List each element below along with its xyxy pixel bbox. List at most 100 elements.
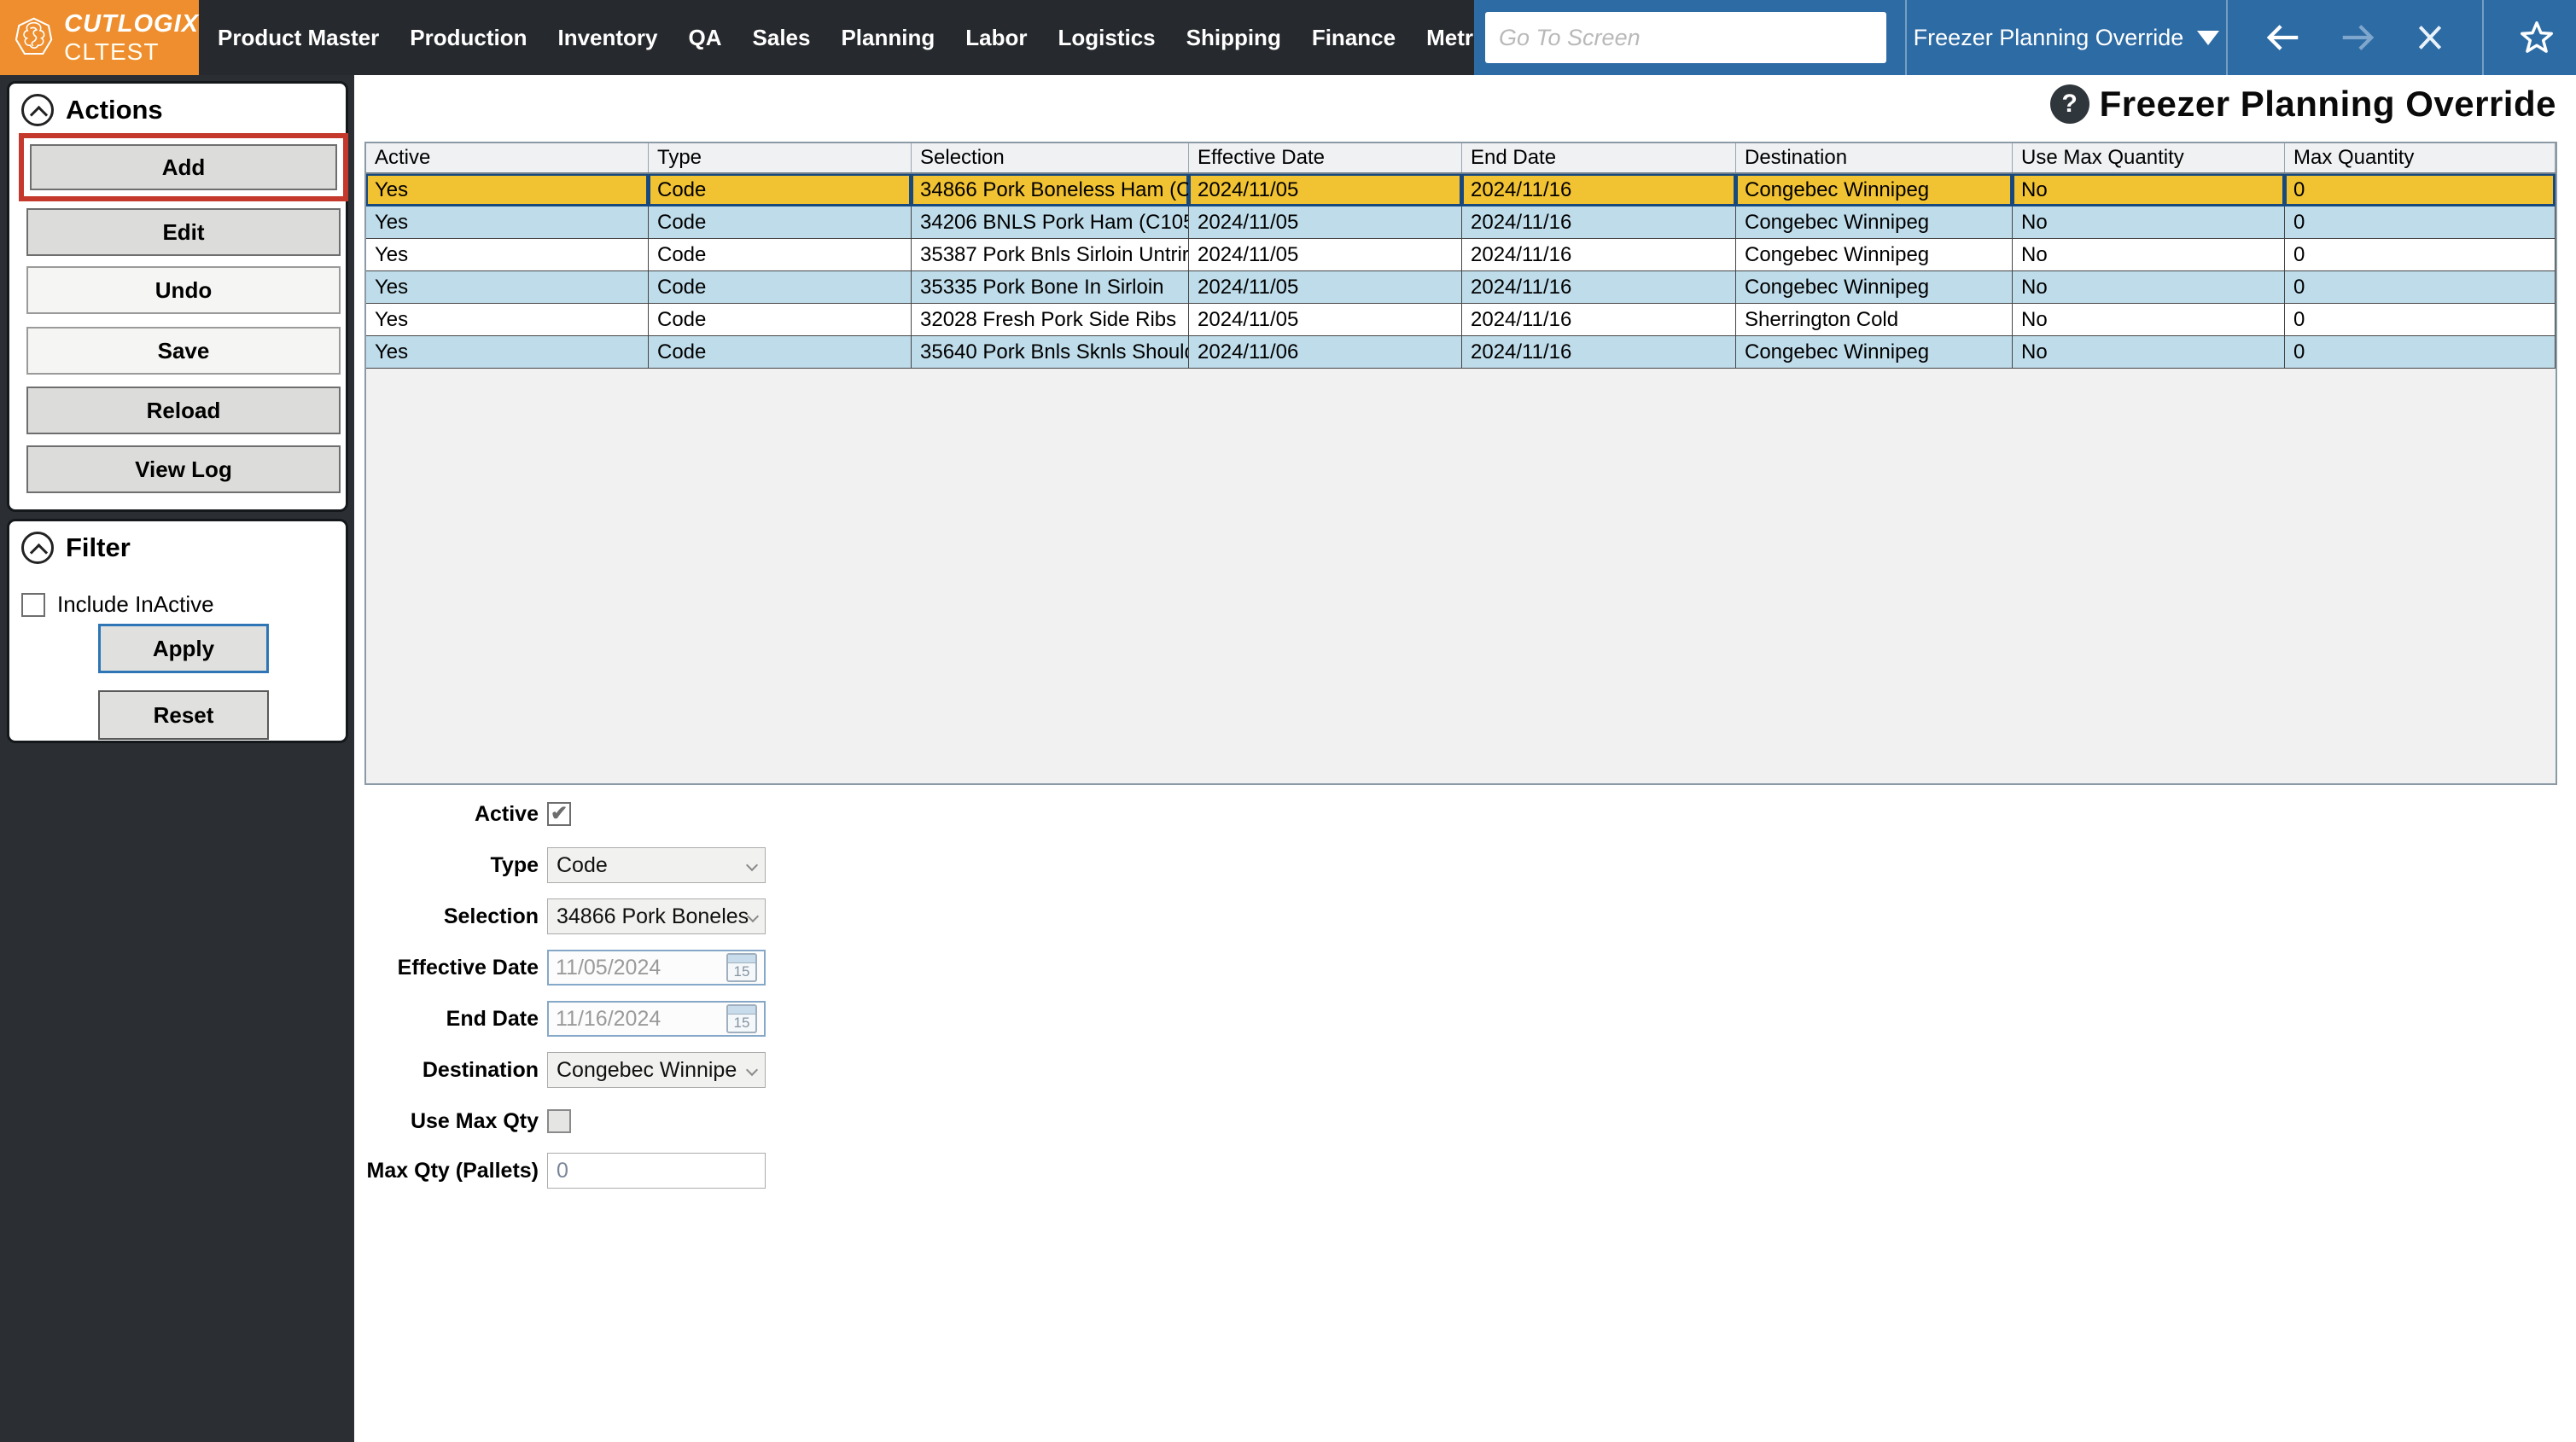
menu-item-finance[interactable]: Finance bbox=[1311, 24, 1396, 50]
grid-cell[interactable]: 2024/11/16 bbox=[1462, 206, 1736, 239]
grid-cell[interactable]: Congebec Winnipeg bbox=[1736, 336, 2013, 369]
active-checkbox[interactable]: ✔ bbox=[547, 802, 571, 826]
col-header-end-date[interactable]: End Date bbox=[1462, 143, 1736, 172]
grid-cell[interactable]: Congebec Winnipeg bbox=[1736, 206, 2013, 239]
save-button[interactable]: Save bbox=[26, 327, 341, 375]
grid-cell[interactable]: 0 bbox=[2285, 174, 2556, 206]
col-header-effective-date[interactable]: Effective Date bbox=[1189, 143, 1462, 172]
grid-cell[interactable]: 2024/11/16 bbox=[1462, 174, 1736, 206]
grid-cell[interactable]: 35335 Pork Bone In Sirloin bbox=[912, 271, 1189, 304]
menu-item-sales[interactable]: Sales bbox=[752, 24, 811, 50]
grid-cell[interactable]: 0 bbox=[2285, 271, 2556, 304]
help-icon[interactable]: ? bbox=[2049, 84, 2089, 124]
back-arrow-icon[interactable] bbox=[2264, 18, 2303, 57]
grid-row[interactable]: Yes Code 34206 BNLS Pork Ham (C105) 2024… bbox=[366, 206, 2556, 239]
grid-cell[interactable]: Code bbox=[649, 206, 912, 239]
col-header-use-max-quantity[interactable]: Use Max Quantity bbox=[2013, 143, 2285, 172]
max-qty-input[interactable]: 0 bbox=[547, 1153, 766, 1189]
menu-item-qa[interactable]: QA bbox=[688, 24, 722, 50]
calendar-icon[interactable]: 15 bbox=[726, 953, 757, 982]
col-header-active[interactable]: Active bbox=[366, 143, 649, 172]
type-dropdown[interactable]: Code bbox=[547, 847, 766, 883]
favorite-star-icon[interactable] bbox=[2517, 18, 2556, 57]
go-to-screen-input[interactable] bbox=[1485, 12, 1886, 63]
grid-row-selected[interactable]: Yes Code 34866 Pork Boneless Ham (C1 202… bbox=[366, 174, 2556, 206]
effective-date-input[interactable]: 11/05/2024 15 bbox=[547, 950, 766, 986]
grid-cell[interactable]: 2024/11/05 bbox=[1189, 304, 1462, 336]
col-header-max-quantity[interactable]: Max Quantity bbox=[2285, 143, 2556, 172]
grid-cell[interactable]: 35640 Pork Bnls Sknls Should bbox=[912, 336, 1189, 369]
grid-row[interactable]: Yes Code 35387 Pork Bnls Sirloin Untrir … bbox=[366, 239, 2556, 271]
end-date-input[interactable]: 11/16/2024 15 bbox=[547, 1001, 766, 1037]
col-header-selection[interactable]: Selection bbox=[912, 143, 1189, 172]
grid-cell[interactable]: Congebec Winnipeg bbox=[1736, 271, 2013, 304]
grid-cell[interactable]: 32028 Fresh Pork Side Ribs bbox=[912, 304, 1189, 336]
grid-cell[interactable]: Yes bbox=[366, 271, 649, 304]
grid-row[interactable]: Yes Code 35640 Pork Bnls Sknls Should 20… bbox=[366, 336, 2556, 369]
col-header-destination[interactable]: Destination bbox=[1736, 143, 2013, 172]
menu-item-logistics[interactable]: Logistics bbox=[1058, 24, 1156, 50]
grid-cell[interactable]: 2024/11/05 bbox=[1189, 239, 1462, 271]
edit-button[interactable]: Edit bbox=[26, 208, 341, 256]
grid-cell[interactable]: Congebec Winnipeg bbox=[1736, 239, 2013, 271]
include-inactive-checkbox[interactable] bbox=[21, 592, 45, 617]
selection-dropdown[interactable]: 34866 Pork Boneles bbox=[547, 898, 766, 934]
grid-cell[interactable]: Yes bbox=[366, 239, 649, 271]
grid-cell[interactable]: 0 bbox=[2285, 206, 2556, 239]
menu-item-shipping[interactable]: Shipping bbox=[1186, 24, 1281, 50]
view-log-button[interactable]: View Log bbox=[26, 445, 341, 493]
grid-cell[interactable]: 2024/11/16 bbox=[1462, 271, 1736, 304]
menu-item-product-master[interactable]: Product Master bbox=[218, 24, 380, 50]
grid-cell[interactable]: 0 bbox=[2285, 239, 2556, 271]
collapse-actions-icon[interactable] bbox=[21, 94, 54, 126]
grid-cell[interactable]: Code bbox=[649, 336, 912, 369]
grid-row[interactable]: Yes Code 35335 Pork Bone In Sirloin 2024… bbox=[366, 271, 2556, 304]
destination-dropdown[interactable]: Congebec Winnipe bbox=[547, 1052, 766, 1088]
grid-cell[interactable]: Code bbox=[649, 271, 912, 304]
grid-cell[interactable]: 34206 BNLS Pork Ham (C105) bbox=[912, 206, 1189, 239]
grid-cell[interactable]: 0 bbox=[2285, 304, 2556, 336]
grid-cell[interactable]: No bbox=[2013, 304, 2285, 336]
menu-item-planning[interactable]: Planning bbox=[841, 24, 935, 50]
undo-button[interactable]: Undo bbox=[26, 266, 341, 314]
grid-cell[interactable]: 2024/11/05 bbox=[1189, 174, 1462, 206]
menu-item-inventory[interactable]: Inventory bbox=[557, 24, 658, 50]
grid-cell[interactable]: 34866 Pork Boneless Ham (C1 bbox=[912, 174, 1189, 206]
grid-cell[interactable]: Code bbox=[649, 239, 912, 271]
close-screen-icon[interactable] bbox=[2413, 20, 2447, 55]
screen-selector[interactable]: Freezer Planning Override bbox=[1905, 0, 2226, 75]
grid-cell[interactable]: 2024/11/05 bbox=[1189, 206, 1462, 239]
grid-cell[interactable]: Yes bbox=[366, 304, 649, 336]
grid-cell[interactable]: Yes bbox=[366, 206, 649, 239]
forward-arrow-icon[interactable] bbox=[2338, 18, 2377, 57]
grid-cell[interactable]: Yes bbox=[366, 174, 649, 206]
use-max-qty-checkbox[interactable] bbox=[547, 1109, 571, 1133]
grid-cell[interactable]: 2024/11/16 bbox=[1462, 239, 1736, 271]
grid-cell[interactable]: 2024/11/16 bbox=[1462, 336, 1736, 369]
collapse-filter-icon[interactable] bbox=[21, 532, 54, 564]
apply-button[interactable]: Apply bbox=[98, 624, 269, 673]
calendar-icon[interactable]: 15 bbox=[726, 1004, 757, 1033]
grid-cell[interactable]: 2024/11/16 bbox=[1462, 304, 1736, 336]
menu-item-labor[interactable]: Labor bbox=[965, 24, 1028, 50]
grid-cell[interactable]: No bbox=[2013, 271, 2285, 304]
grid-cell[interactable]: 2024/11/05 bbox=[1189, 271, 1462, 304]
grid-cell[interactable]: 0 bbox=[2285, 336, 2556, 369]
col-header-type[interactable]: Type bbox=[649, 143, 912, 172]
add-button[interactable]: Add bbox=[30, 144, 337, 190]
menu-item-production[interactable]: Production bbox=[410, 24, 527, 50]
grid-cell[interactable]: Sherrington Cold bbox=[1736, 304, 2013, 336]
grid-cell[interactable]: Code bbox=[649, 174, 912, 206]
grid-cell[interactable]: 35387 Pork Bnls Sirloin Untrir bbox=[912, 239, 1189, 271]
reload-button[interactable]: Reload bbox=[26, 387, 341, 434]
grid-cell[interactable]: No bbox=[2013, 174, 2285, 206]
grid-cell[interactable]: Yes bbox=[366, 336, 649, 369]
reset-button[interactable]: Reset bbox=[98, 690, 269, 740]
grid-cell[interactable]: Code bbox=[649, 304, 912, 336]
grid-cell[interactable]: 2024/11/06 bbox=[1189, 336, 1462, 369]
grid-cell[interactable]: Congebec Winnipeg bbox=[1736, 174, 2013, 206]
grid-cell[interactable]: No bbox=[2013, 336, 2285, 369]
grid-row[interactable]: Yes Code 32028 Fresh Pork Side Ribs 2024… bbox=[366, 304, 2556, 336]
grid-cell[interactable]: No bbox=[2013, 239, 2285, 271]
grid-cell[interactable]: No bbox=[2013, 206, 2285, 239]
